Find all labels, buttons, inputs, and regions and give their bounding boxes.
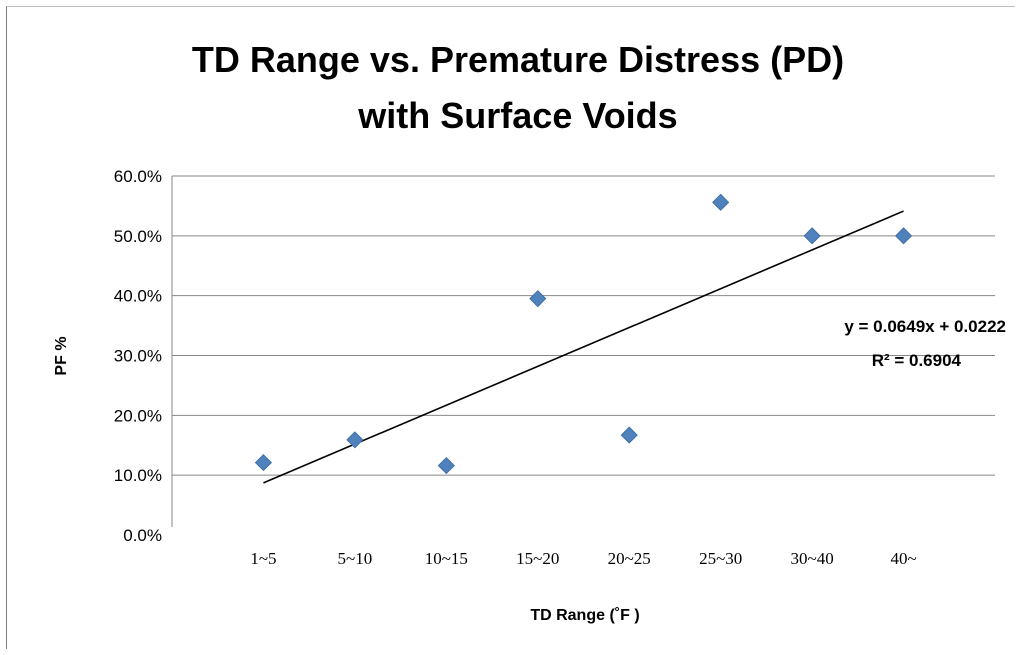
data-point — [894, 227, 913, 245]
y-axis-title: PF % — [53, 336, 70, 375]
x-tick-label: 5~10 — [338, 549, 373, 568]
x-axis-title: TD Range (˚F ) — [530, 607, 639, 624]
data-points — [254, 193, 913, 475]
x-tick-labels: 1~5 5~10 10~15 15~20 20~25 25~30 30~40 40~ — [250, 549, 916, 568]
chart-title-line-1: TD Range vs. Premature Distress (PD) — [192, 39, 844, 80]
chart-title-line-2: with Surface Voids — [357, 95, 677, 136]
y-tick-label: 40.0% — [114, 287, 162, 306]
data-point — [346, 431, 364, 449]
y-tick-label: 50.0% — [114, 227, 162, 246]
trendline-r-squared: R² = 0.6904 — [872, 351, 962, 370]
y-tick-label: 10.0% — [114, 466, 162, 485]
chart-frame — [6, 6, 1015, 649]
y-tick-label: 20.0% — [114, 406, 162, 425]
y-tick-labels: 0.0% 10.0% 20.0% 30.0% 40.0% 50.0% 60.0% — [114, 167, 162, 545]
x-tick-label: 1~5 — [250, 549, 276, 568]
x-tick-label: 30~40 — [791, 549, 834, 568]
x-tick-label: 25~30 — [699, 549, 742, 568]
data-point — [437, 457, 455, 475]
trendline — [263, 210, 904, 484]
x-tick-label: 15~20 — [516, 549, 559, 568]
data-point — [803, 227, 821, 245]
data-point — [254, 454, 273, 472]
data-point — [620, 426, 638, 444]
x-tick-label: 10~15 — [425, 549, 468, 568]
y-tick-label: 0.0% — [123, 526, 162, 545]
data-point — [529, 290, 547, 308]
data-point — [712, 193, 730, 211]
gridlines — [172, 175, 995, 476]
x-tick-label: 40~ — [890, 549, 916, 568]
y-tick-label: 30.0% — [114, 347, 162, 366]
trendline-equation: y = 0.0649x + 0.0222 — [844, 317, 1006, 336]
y-tick-label: 60.0% — [114, 167, 162, 186]
x-tick-label: 20~25 — [608, 549, 651, 568]
